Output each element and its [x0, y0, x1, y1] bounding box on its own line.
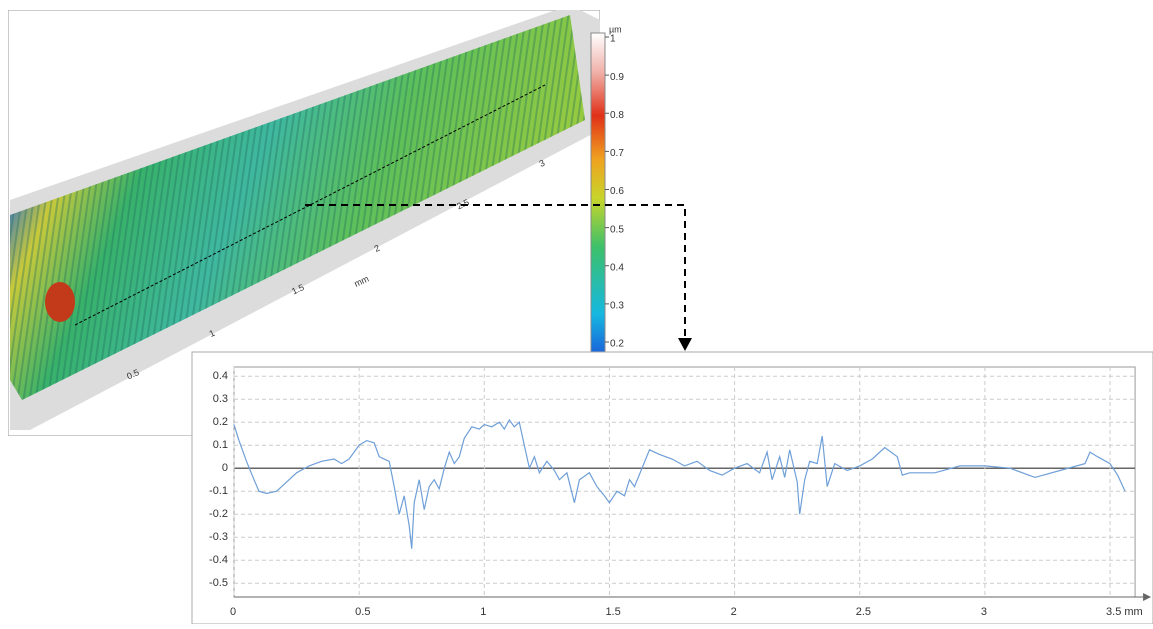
y-tick-label: 0.3	[213, 393, 228, 405]
colorbar-tick-label: 0.9	[610, 72, 624, 83]
page: 0.511.522.53mm µm0.20.30.40.50.60.70.80.…	[0, 0, 1153, 624]
colorbar-tick-label: 0.7	[610, 148, 624, 159]
surface-peak	[45, 282, 75, 322]
colorbar-tick-label: 0.2	[610, 339, 624, 350]
x-tick-label: 1.5	[605, 606, 620, 618]
figure: 0.511.522.53mm µm0.20.30.40.50.60.70.80.…	[0, 0, 1153, 624]
x-tick-label: 1	[480, 606, 486, 618]
y-tick-label: -0.2	[209, 508, 228, 520]
profile-panel: 0.4 0.3 0.2 0.1 0 -0.1 -0.2 -0.3 -0.4 -0.5 0 0.5 1 1.…	[192, 352, 1153, 624]
x-tick-label: 0.5	[355, 606, 370, 618]
y-tick-label: 0.2	[213, 416, 228, 428]
y-tick-label: 0	[222, 462, 228, 474]
y-tick-label: -0.5	[209, 577, 228, 589]
colorbar-tick-label: 0.5	[610, 224, 624, 235]
profile-frame	[192, 352, 1153, 624]
y-tick-label: 0.1	[213, 439, 228, 451]
colorbar-tick-label: 0.4	[610, 262, 624, 273]
colorbar-tick-label: 0.8	[610, 110, 624, 121]
x-tick-label: 3.5 mm	[1106, 606, 1143, 618]
x-tick-label: 3	[981, 606, 987, 618]
x-tick-label: 2.5	[856, 606, 871, 618]
arrow-head	[678, 338, 692, 351]
colorbar-tick-label: 0.6	[610, 186, 624, 197]
y-tick-label: 0.4	[213, 370, 228, 382]
colorbar-tick-label: 0.3	[610, 301, 624, 312]
y-tick-label: -0.4	[209, 554, 228, 566]
colorbar-tick-label: 1	[610, 34, 616, 45]
colorbar	[591, 33, 605, 363]
x-tick-label: 0	[230, 606, 236, 618]
y-tick-label: -0.1	[209, 485, 228, 497]
x-tick-label: 2	[731, 606, 737, 618]
y-tick-label: -0.3	[209, 531, 228, 543]
